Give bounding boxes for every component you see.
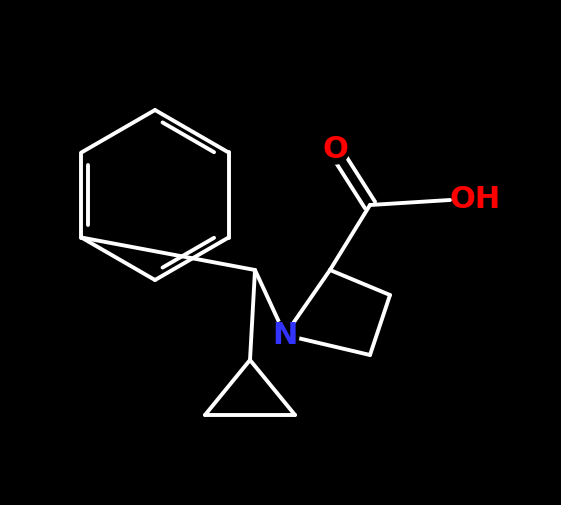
Text: O: O [322, 135, 348, 165]
Text: N: N [272, 321, 298, 349]
Text: OH: OH [450, 185, 501, 215]
Circle shape [271, 321, 299, 349]
Circle shape [321, 136, 349, 164]
